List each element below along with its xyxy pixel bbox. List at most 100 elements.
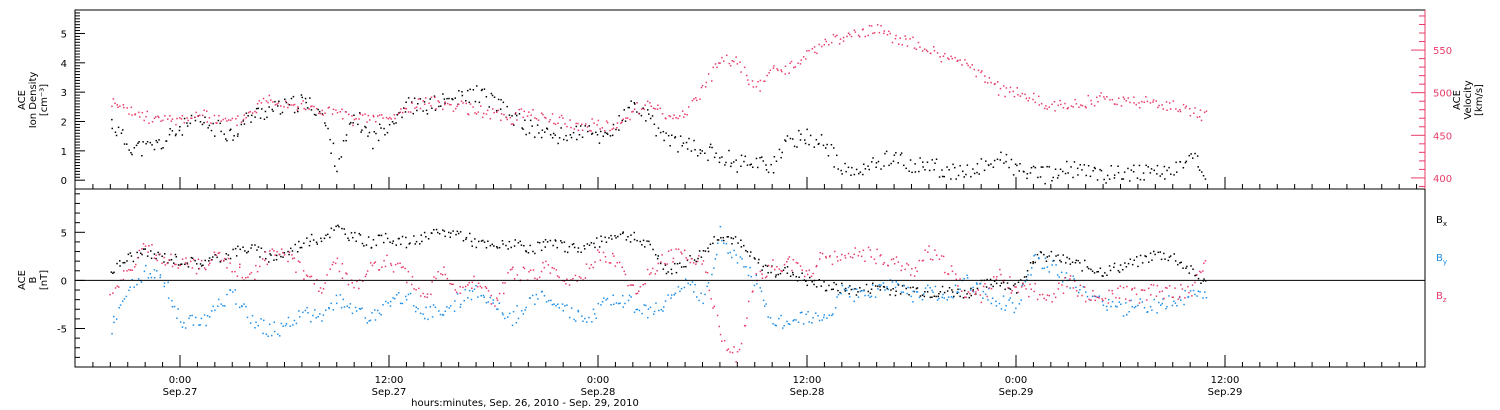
bz-point xyxy=(496,297,498,299)
bx-point xyxy=(604,236,606,239)
by-point xyxy=(1149,306,1152,308)
bz-point xyxy=(430,293,432,296)
by-point xyxy=(921,298,924,301)
bz-point xyxy=(1051,301,1053,303)
bx-point xyxy=(126,260,128,262)
density-point xyxy=(719,157,721,159)
density-point xyxy=(334,165,336,167)
bz-point xyxy=(1007,287,1009,289)
bz-point xyxy=(331,263,334,266)
bz-point xyxy=(1061,284,1063,286)
bx-point xyxy=(894,294,897,297)
velocity-point xyxy=(322,114,324,116)
bx-point xyxy=(282,256,284,258)
velocity-point xyxy=(988,77,991,79)
velocity-point xyxy=(1138,102,1140,104)
bx-point xyxy=(456,230,459,233)
bx-point xyxy=(844,290,846,292)
by-point xyxy=(263,319,265,322)
bz-point xyxy=(965,296,967,299)
bz-point xyxy=(1150,294,1152,296)
by-point xyxy=(859,290,861,293)
by-point xyxy=(774,324,776,326)
velocity-point xyxy=(1100,92,1102,94)
by-point xyxy=(454,300,456,302)
x-tick-label-time: 12:00 xyxy=(375,375,404,386)
velocity-point xyxy=(267,101,269,104)
bz-point xyxy=(964,296,966,298)
density-point xyxy=(204,116,206,118)
velocity-point xyxy=(1196,116,1199,118)
velocity-point xyxy=(1025,97,1028,100)
bx-point xyxy=(764,264,767,267)
by-point xyxy=(878,284,880,286)
bz-point xyxy=(507,272,509,274)
bx-point xyxy=(329,236,331,239)
velocity-point xyxy=(260,102,263,104)
bx-point xyxy=(275,254,278,257)
bz-point xyxy=(397,262,399,265)
velocity-point xyxy=(1129,101,1131,104)
velocity-point xyxy=(148,122,150,124)
by-point xyxy=(1128,311,1130,313)
density-point xyxy=(648,113,650,115)
by-point xyxy=(150,276,153,279)
velocity-point xyxy=(842,40,845,42)
velocity-point xyxy=(218,114,220,117)
density-point xyxy=(1051,180,1053,182)
velocity-point xyxy=(1189,114,1192,117)
bx-point xyxy=(119,260,121,262)
bz-point xyxy=(512,266,514,268)
velocity-point xyxy=(1116,103,1118,106)
velocity-point xyxy=(327,107,330,109)
by-point xyxy=(438,310,440,312)
velocity-point xyxy=(119,105,121,107)
by-point xyxy=(496,308,498,311)
density-point xyxy=(699,149,701,151)
by-point xyxy=(689,284,692,286)
density-point xyxy=(186,122,188,124)
bz-point xyxy=(931,259,934,261)
velocity-point xyxy=(430,96,433,99)
density-point xyxy=(377,139,380,142)
by-point xyxy=(938,297,940,300)
bz-point xyxy=(1022,282,1024,284)
bz-point xyxy=(351,282,353,284)
velocity-point xyxy=(537,119,540,121)
bz-point xyxy=(675,248,677,250)
by-point xyxy=(982,297,984,299)
bx-point xyxy=(560,240,562,242)
density-point xyxy=(955,178,957,180)
by-point xyxy=(387,302,389,304)
velocity-point xyxy=(940,61,943,63)
x-tick-label-time: 0:00 xyxy=(1005,375,1027,386)
bz-point xyxy=(362,280,364,282)
velocity-point xyxy=(423,103,426,105)
bz-point xyxy=(913,275,916,277)
bz-point xyxy=(1187,285,1189,288)
bz-point xyxy=(181,258,184,260)
bx-point xyxy=(832,288,834,290)
by-point xyxy=(832,313,834,315)
bz-point xyxy=(1014,286,1016,288)
density-point xyxy=(793,145,796,148)
bx-point xyxy=(1185,267,1187,269)
by-point xyxy=(336,302,338,305)
velocity-point xyxy=(206,110,208,112)
velocity-point xyxy=(227,119,230,121)
by-point xyxy=(957,291,960,294)
bz-point xyxy=(849,256,852,258)
density-point xyxy=(481,88,483,91)
bx-point xyxy=(325,234,327,236)
density-point xyxy=(114,131,117,133)
density-point xyxy=(837,168,839,170)
by-point xyxy=(975,282,978,284)
velocity-point xyxy=(633,108,636,110)
by-point xyxy=(1131,305,1133,308)
bx-point xyxy=(869,292,872,294)
velocity-point xyxy=(632,110,634,113)
by-point xyxy=(966,277,969,279)
velocity-point xyxy=(176,117,178,120)
bx-point xyxy=(594,246,596,249)
bx-point xyxy=(1168,256,1171,258)
